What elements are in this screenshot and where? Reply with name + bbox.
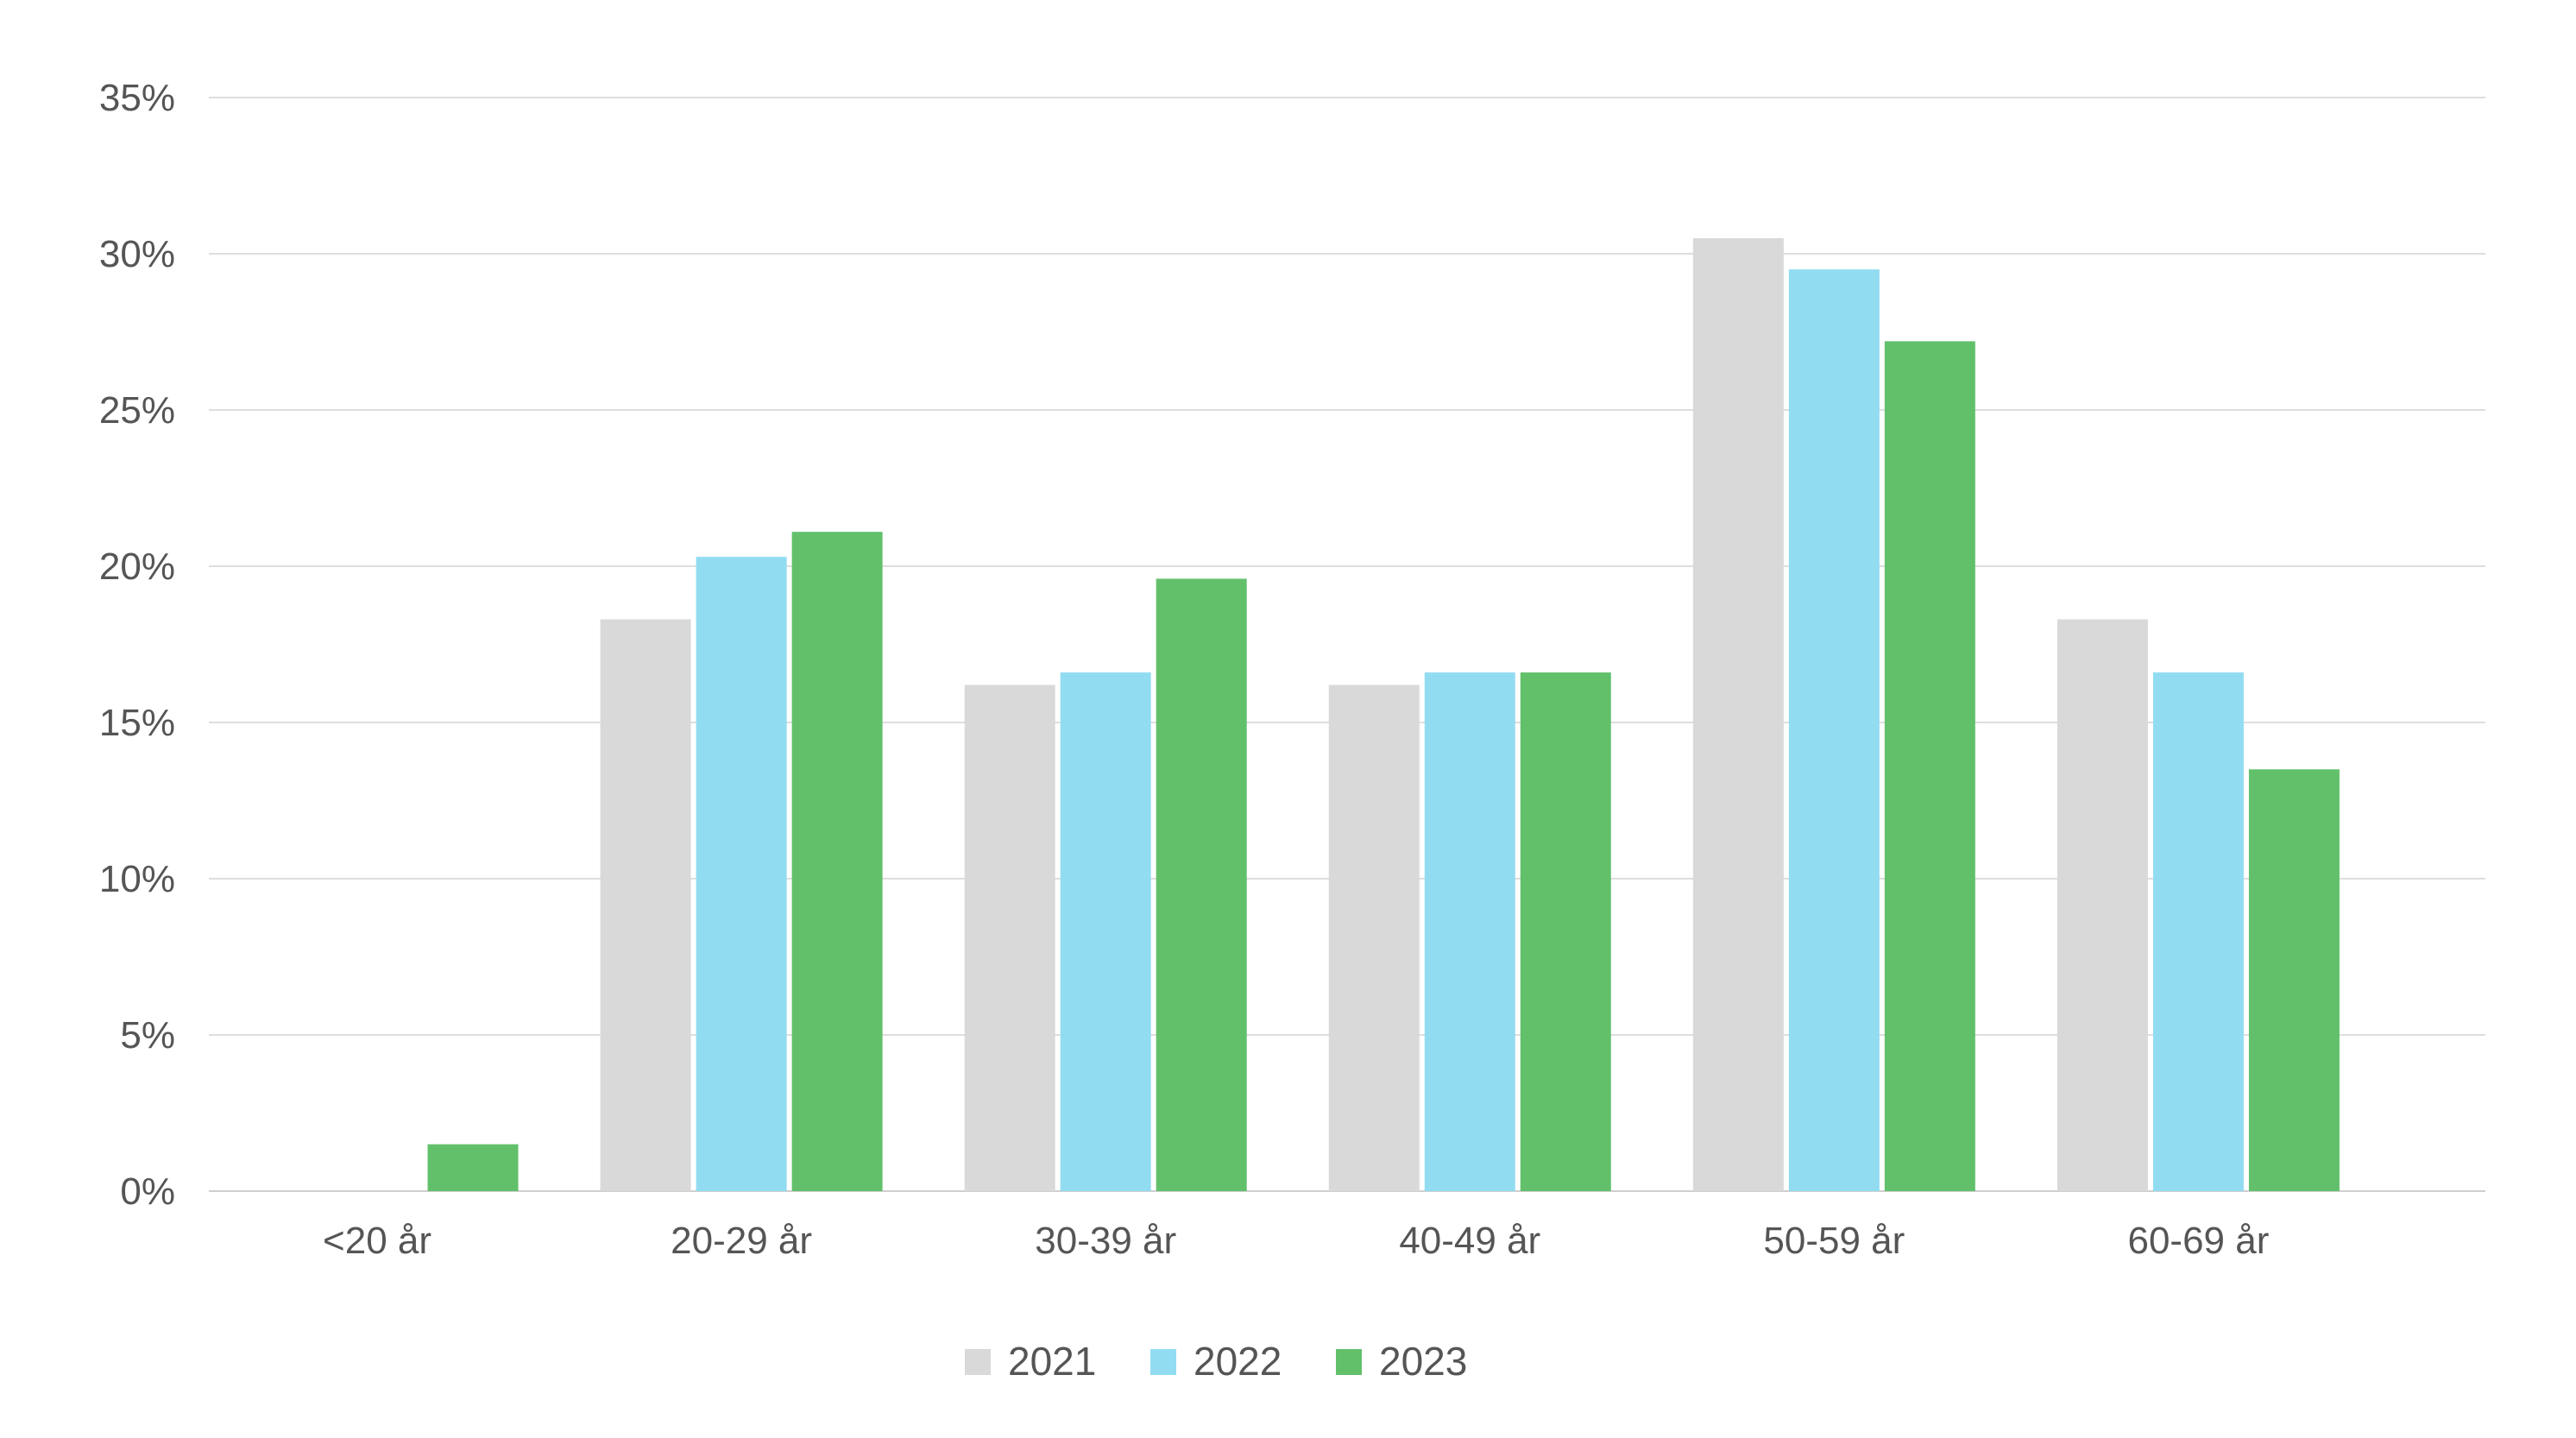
bar-2021-3 <box>1328 684 1420 1191</box>
bar-2023-2 <box>1156 578 1247 1191</box>
bar-2022-1 <box>696 557 787 1191</box>
legend-label-2021: 2021 <box>1008 1339 1096 1384</box>
bar-2023-4 <box>1884 341 1975 1191</box>
y-axis-ticks: 0% 5% 10% 15% 20% 25% 30% 35% <box>99 77 175 1213</box>
y-tick-label: 5% <box>120 1014 175 1056</box>
bars <box>427 237 2340 1192</box>
legend-swatch-2021 <box>965 1349 991 1375</box>
x-tick-label: <20 år <box>323 1220 431 1262</box>
y-tick-label: 30% <box>99 233 175 275</box>
legend-label-2022: 2022 <box>1194 1339 1282 1384</box>
bar-2022-5 <box>2152 672 2244 1191</box>
bar-2022-3 <box>1424 672 1515 1191</box>
x-tick-label: 50-59 år <box>1763 1220 1905 1262</box>
legend-swatch-2023 <box>1336 1349 1362 1375</box>
y-tick-label: 20% <box>99 546 175 588</box>
y-tick-label: 15% <box>99 702 175 744</box>
bar-2021-5 <box>2056 619 2148 1191</box>
bar-2023-3 <box>1520 672 1611 1191</box>
bar-2021-2 <box>964 684 1055 1191</box>
y-tick-label: 35% <box>99 77 175 119</box>
y-tick-label: 10% <box>99 858 175 900</box>
legend: 2021 2022 2023 <box>965 1339 1467 1384</box>
bar-2021-4 <box>1692 237 1784 1191</box>
y-tick-label: 25% <box>99 389 175 432</box>
bar-2023-1 <box>791 532 883 1191</box>
x-tick-label: 30-39 år <box>1035 1220 1176 1262</box>
bar-2023-5 <box>2248 769 2340 1191</box>
x-axis-ticks: <20 år 20-29 år 30-39 år 40-49 år 50-59 år 60… <box>323 1220 2269 1262</box>
y-tick-label: 0% <box>120 1170 175 1213</box>
bar-2021-1 <box>600 619 691 1191</box>
bar-2022-4 <box>1788 269 1880 1192</box>
bar-2022-2 <box>1060 672 1151 1191</box>
bar-2023-0 <box>427 1144 519 1191</box>
legend-swatch-2022 <box>1150 1349 1176 1375</box>
legend-label-2023: 2023 <box>1379 1339 1467 1384</box>
x-tick-label: 20-29 år <box>671 1220 812 1262</box>
x-tick-label: 40-49 år <box>1399 1220 1540 1262</box>
x-tick-label: 60-69 år <box>2127 1220 2269 1262</box>
